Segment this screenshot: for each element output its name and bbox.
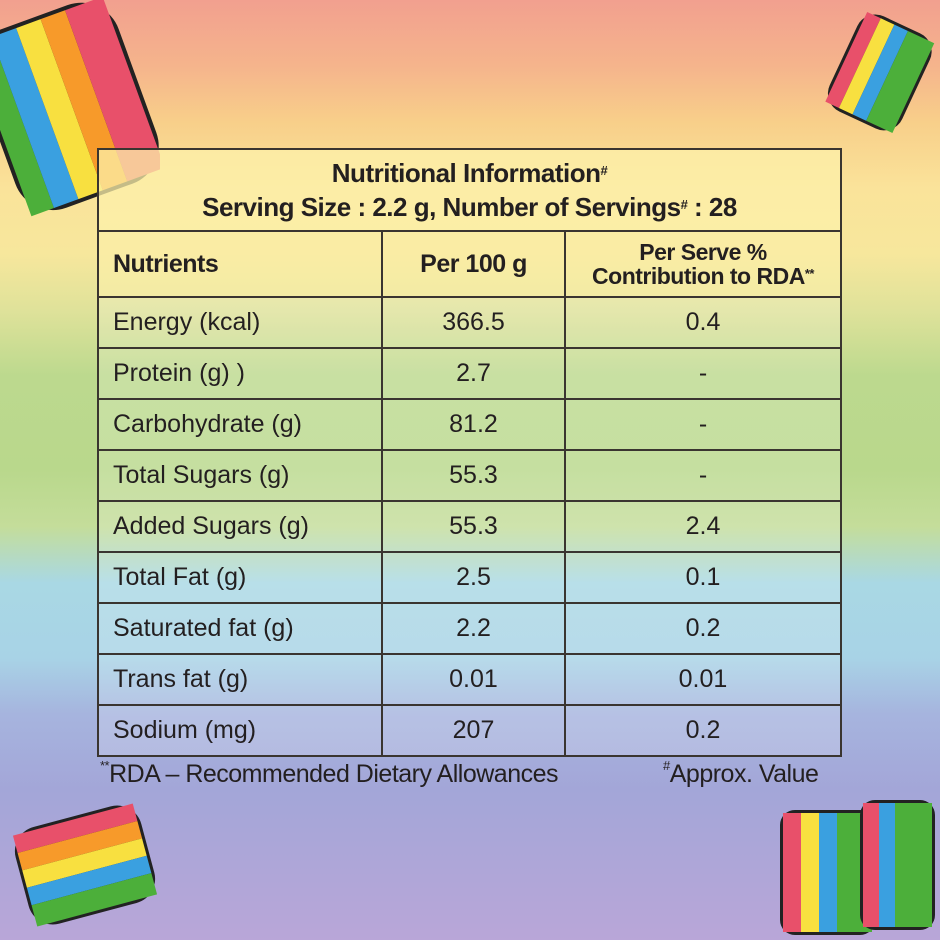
footnote-approx-mark: # — [663, 758, 670, 773]
table-row: Saturated fat (g) 2.2 0.2 — [97, 602, 842, 655]
per-100g-value: 55.3 — [381, 500, 566, 553]
nutrient-name: Carbohydrate (g) — [97, 398, 383, 451]
per-100g-value: 2.2 — [381, 602, 566, 655]
per-100g-value: 207 — [381, 704, 566, 757]
header-nutrients: Nutrients — [97, 230, 383, 298]
footnote-approx-text: Approx. Value — [669, 760, 819, 788]
table-title-row: Nutritional Information# Serving Size : … — [97, 148, 842, 232]
footnote-approx: #Approx. Value — [663, 758, 819, 789]
rda-value: 0.2 — [564, 704, 842, 757]
rda-value: 0.2 — [564, 602, 842, 655]
rainbow-candy-bottom-left — [12, 803, 158, 927]
nutrient-name: Total Sugars (g) — [97, 449, 383, 502]
header-line1: Per Serve % — [639, 239, 767, 265]
footnote-rda: **RDA – Recommended Dietary Allowances — [100, 758, 559, 789]
per-100g-value: 366.5 — [381, 296, 566, 349]
rainbow-candy-top-left — [0, 0, 160, 217]
nutrient-name: Added Sugars (g) — [97, 500, 383, 553]
nutrition-table: Nutritional Information# Serving Size : … — [97, 148, 842, 757]
table-header-row: Nutrients Per 100 g Per Serve % Contribut… — [97, 230, 842, 298]
table-row: Added Sugars (g) 55.3 2.4 — [97, 500, 842, 553]
rda-value: 0.01 — [564, 653, 842, 706]
header-per-100g: Per 100 g — [381, 230, 566, 298]
footnote-rda-mark: ** — [100, 758, 110, 773]
rainbow-candy-bottom-right — [780, 800, 935, 935]
serving-text: Serving Size : 2.2 g, Number of Servings — [202, 192, 681, 222]
per-100g-value: 2.7 — [381, 347, 566, 400]
table-row: Trans fat (g) 0.01 0.01 — [97, 653, 842, 706]
servings-count: : 28 — [687, 192, 737, 222]
table-row: Energy (kcal) 366.5 0.4 — [97, 296, 842, 349]
header-mark: ** — [804, 266, 815, 281]
nutrient-name: Sodium (mg) — [97, 704, 383, 757]
title-mark: # — [600, 163, 608, 178]
per-100g-value: 55.3 — [381, 449, 566, 502]
rda-value: - — [564, 398, 842, 451]
per-100g-value: 2.5 — [381, 551, 566, 604]
nutrient-name: Saturated fat (g) — [97, 602, 383, 655]
table-title: Nutritional Information# Serving Size : … — [97, 148, 842, 232]
rda-value: 0.4 — [564, 296, 842, 349]
title-text: Nutritional Information — [331, 158, 601, 188]
nutrient-name: Energy (kcal) — [97, 296, 383, 349]
footnote-rda-text: RDA – Recommended Dietary Allowances — [109, 760, 559, 788]
nutrient-name: Total Fat (g) — [97, 551, 383, 604]
rda-value: 2.4 — [564, 500, 842, 553]
table-row: Sodium (mg) 207 0.2 — [97, 704, 842, 757]
table-row: Protein (g) ) 2.7- — [97, 347, 842, 400]
table-row: Total Sugars (g) 55.3- — [97, 449, 842, 502]
serving-mark: # — [680, 197, 688, 212]
nutrient-name: Protein (g) ) — [97, 347, 383, 400]
table-row: Total Fat (g) 2.5 0.1 — [97, 551, 842, 604]
per-100g-value: 81.2 — [381, 398, 566, 451]
per-100g-value: 0.01 — [381, 653, 566, 706]
rda-value: - — [564, 347, 842, 400]
header-line2: Contribution to RDA — [592, 263, 805, 289]
rda-value: 0.1 — [564, 551, 842, 604]
header-per-serve-rda: Per Serve % Contribution to RDA** — [564, 230, 842, 298]
table-row: Carbohydrate (g) 81.2- — [97, 398, 842, 451]
nutrient-name: Trans fat (g) — [97, 653, 383, 706]
rainbow-candy-top-right — [825, 11, 935, 133]
rda-value: - — [564, 449, 842, 502]
